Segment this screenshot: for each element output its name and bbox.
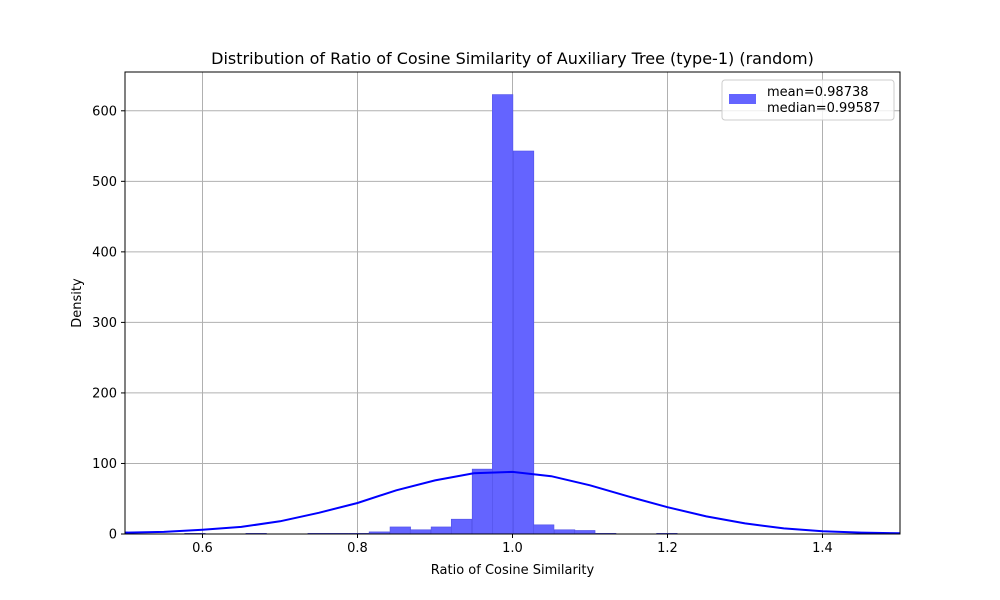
histogram-bar [512, 150, 535, 535]
x-tick-label: 1.4 [812, 541, 833, 556]
histogram-bar [430, 526, 452, 535]
x-tick-label: 0.8 [347, 541, 368, 556]
y-axis-ticks: 0 100 200 300 400 500 600 [92, 104, 125, 543]
y-tick-label: 0 [109, 528, 117, 543]
x-tick-label: 0.6 [192, 541, 213, 556]
histogram-bar [471, 468, 494, 535]
legend: mean=0.98738 median=0.99587 [721, 79, 895, 121]
histogram-bar [389, 526, 411, 535]
legend-swatch [729, 94, 756, 104]
x-axis-label: Ratio of Cosine Similarity [431, 563, 595, 578]
legend-box [721, 79, 895, 121]
legend-entry-median: median=0.99587 [767, 101, 880, 116]
y-axis-label: Density [70, 278, 85, 328]
y-tick-label: 400 [92, 245, 117, 260]
y-tick-label: 100 [92, 457, 117, 472]
histogram-bar [409, 529, 432, 535]
y-tick-label: 600 [92, 104, 117, 119]
histogram-bars [184, 94, 678, 535]
y-tick-label: 200 [92, 386, 117, 401]
x-tick-label: 1.0 [502, 541, 523, 556]
chart-title: Distribution of Ratio of Cosine Similari… [211, 49, 814, 68]
histogram-bar [492, 94, 514, 535]
histogram-bar [533, 524, 555, 535]
histogram-bar [574, 530, 596, 535]
x-axis-ticks: 0.6 0.8 1.0 1.2 1.4 [192, 534, 833, 556]
legend-entry-mean: mean=0.98738 [767, 85, 869, 100]
histogram-bar [450, 518, 473, 535]
x-tick-label: 1.2 [657, 541, 678, 556]
density-curve [124, 470, 901, 535]
density-curve-line [124, 470, 901, 535]
histogram-bar [554, 529, 576, 535]
y-tick-label: 300 [92, 316, 117, 331]
y-tick-label: 500 [92, 175, 117, 190]
